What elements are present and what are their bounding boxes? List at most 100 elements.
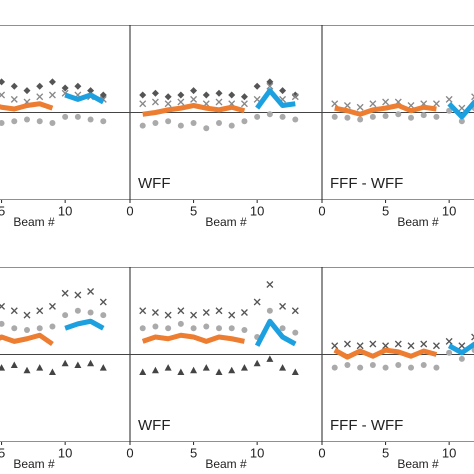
point xyxy=(357,116,364,123)
x-axis-label: Beam # xyxy=(205,457,247,471)
point xyxy=(471,93,474,101)
panel-label: FFF - WFF xyxy=(330,417,403,434)
point xyxy=(266,281,274,288)
panel xyxy=(0,25,130,200)
x-tick-label: 10 xyxy=(250,203,264,218)
point xyxy=(139,122,146,129)
point xyxy=(382,98,390,106)
point xyxy=(266,111,273,118)
point xyxy=(151,366,159,374)
x-tick-label: 10 xyxy=(250,445,264,460)
point xyxy=(151,309,159,316)
point xyxy=(394,340,402,348)
point xyxy=(151,89,159,97)
point xyxy=(216,325,223,332)
point xyxy=(164,364,172,371)
point xyxy=(216,120,223,126)
point xyxy=(458,104,466,112)
point xyxy=(343,340,351,348)
point xyxy=(331,364,338,371)
point xyxy=(202,364,210,371)
panel-label: FFF - WFF xyxy=(330,175,403,192)
point xyxy=(279,364,287,371)
point xyxy=(177,122,184,129)
point xyxy=(0,120,5,126)
point xyxy=(291,368,299,375)
panel xyxy=(0,267,130,442)
point xyxy=(203,323,210,330)
x-tick-label: 10 xyxy=(442,445,456,460)
point xyxy=(61,359,69,367)
series-line xyxy=(334,103,437,117)
series-line xyxy=(0,332,54,347)
point xyxy=(356,342,364,350)
point xyxy=(420,362,427,368)
x-axis-label: Beam # xyxy=(13,457,55,471)
point xyxy=(36,364,44,371)
point xyxy=(165,118,172,125)
point xyxy=(458,355,465,362)
point xyxy=(420,112,427,119)
point xyxy=(152,323,159,330)
x-tick-label: 10 xyxy=(442,203,456,218)
x-tick-label: 5 xyxy=(190,445,197,460)
point xyxy=(190,325,197,332)
point xyxy=(10,82,18,90)
x-tick-label: 10 xyxy=(58,203,72,218)
point xyxy=(87,87,95,95)
x-tick-label: 10 xyxy=(58,445,72,460)
x-axis-label: Beam # xyxy=(397,215,439,229)
point xyxy=(36,82,44,90)
point xyxy=(254,113,261,120)
point xyxy=(190,366,198,374)
point xyxy=(10,361,18,368)
point xyxy=(87,288,95,295)
point xyxy=(0,320,5,327)
point xyxy=(215,98,223,106)
point xyxy=(382,364,389,371)
series-line xyxy=(64,318,105,331)
point xyxy=(291,93,299,101)
series-line xyxy=(333,347,438,360)
point xyxy=(0,91,6,99)
point xyxy=(139,91,147,99)
series-line xyxy=(255,88,296,110)
point xyxy=(177,368,185,375)
panel-label: WFF xyxy=(138,175,170,192)
point xyxy=(228,311,236,319)
point xyxy=(291,91,299,99)
point xyxy=(228,122,235,129)
point xyxy=(87,309,94,316)
point xyxy=(165,325,172,332)
point xyxy=(151,98,159,106)
point xyxy=(471,333,474,341)
point xyxy=(266,307,273,314)
point xyxy=(11,118,18,125)
point xyxy=(266,82,274,90)
point xyxy=(87,359,95,367)
point xyxy=(407,342,415,350)
point xyxy=(279,325,286,332)
point xyxy=(0,302,6,310)
point xyxy=(74,291,82,299)
point xyxy=(61,289,69,297)
point xyxy=(266,355,274,362)
x-tick-label: 5 xyxy=(0,445,5,460)
point xyxy=(48,302,56,310)
point xyxy=(343,102,351,109)
point xyxy=(331,113,338,120)
point xyxy=(446,107,453,114)
point xyxy=(279,113,286,120)
point xyxy=(253,82,261,90)
point xyxy=(139,307,147,315)
point xyxy=(62,312,69,319)
point xyxy=(458,118,465,125)
point xyxy=(433,364,440,371)
point xyxy=(382,113,389,119)
series-line xyxy=(447,99,474,120)
point xyxy=(190,87,198,95)
point xyxy=(228,366,236,374)
panel xyxy=(130,267,322,442)
point xyxy=(458,342,466,350)
point xyxy=(240,364,248,371)
